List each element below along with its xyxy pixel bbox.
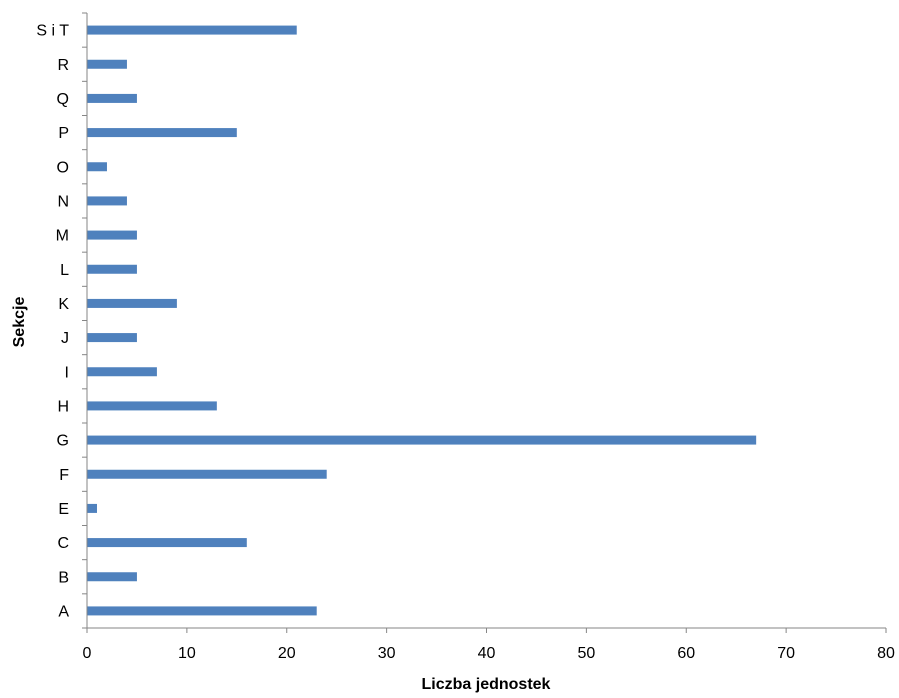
x-tick-label: 20 (278, 645, 296, 662)
y-tick-label: Q (57, 91, 69, 108)
y-axis-title: Sekcje (11, 297, 28, 348)
x-tick-label: 60 (677, 645, 695, 662)
bar-n (87, 196, 127, 206)
y-tick-label: L (60, 262, 69, 279)
y-tick-label: E (58, 501, 69, 518)
bars-layer (87, 25, 757, 616)
bar-b (87, 572, 137, 582)
y-tick-label: G (57, 433, 69, 450)
bar-c (87, 538, 247, 548)
bar-s-i-t (87, 25, 297, 35)
x-tick-label: 40 (478, 645, 496, 662)
bar-l (87, 264, 137, 274)
y-tick-label: A (58, 603, 69, 620)
y-tick-label: J (61, 330, 69, 347)
x-tick-label: 50 (577, 645, 595, 662)
y-tick-label: B (58, 569, 69, 586)
bar-o (87, 162, 107, 172)
bar-i (87, 367, 157, 377)
bar-a (87, 606, 317, 616)
x-tick-label: 80 (877, 645, 895, 662)
y-tick-label: O (57, 159, 69, 176)
x-tick-label: 0 (83, 645, 92, 662)
bar-f (87, 469, 327, 479)
bar-e (87, 503, 97, 513)
x-tick-label: 10 (178, 645, 196, 662)
x-tick-label: 30 (378, 645, 396, 662)
bar-g (87, 435, 757, 445)
bar-m (87, 230, 137, 240)
y-tick-label: M (56, 228, 69, 245)
bar-q (87, 93, 137, 103)
y-tick-label: S i T (36, 23, 69, 40)
bar-h (87, 401, 217, 411)
bar-r (87, 59, 127, 69)
axes-layer (82, 12, 887, 633)
y-tick-label: K (58, 296, 69, 313)
x-tick-label: 70 (777, 645, 795, 662)
bar-j (87, 333, 137, 343)
y-tick-label: F (59, 467, 69, 484)
bar-p (87, 128, 237, 138)
bar-k (87, 298, 177, 308)
y-tick-label: R (57, 57, 69, 74)
y-tick-label: N (57, 193, 69, 210)
y-tick-label: C (57, 535, 69, 552)
y-tick-label: H (57, 398, 69, 415)
y-tick-label: P (58, 125, 69, 142)
y-tick-label: I (65, 364, 69, 381)
x-axis-title: Liczba jednostek (422, 676, 551, 693)
